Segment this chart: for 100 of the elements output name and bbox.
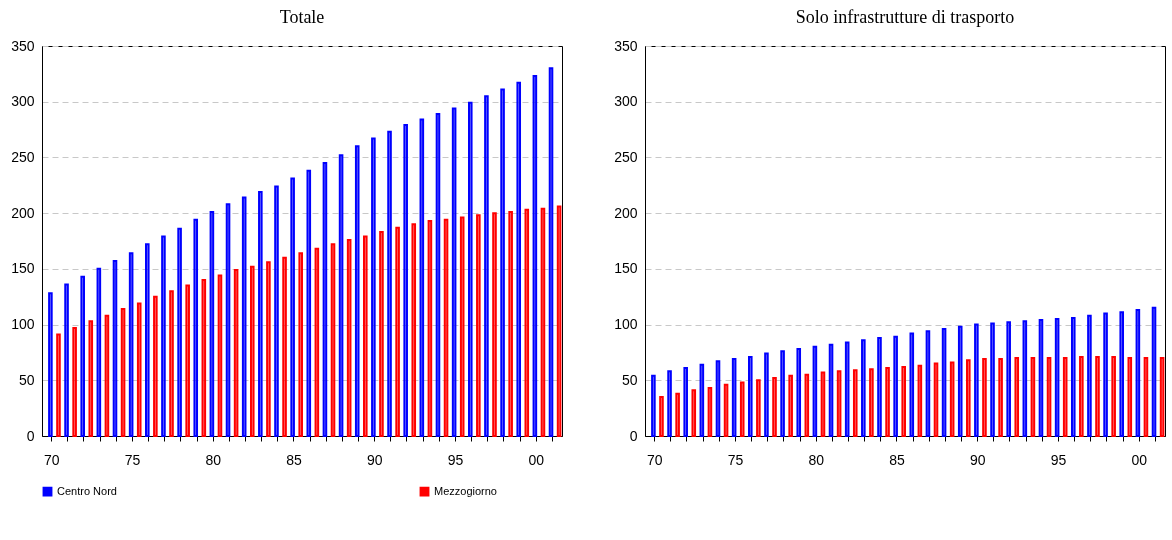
bar [780,350,785,437]
bar [1111,355,1116,437]
bar [500,88,505,437]
bar [957,325,963,437]
y-tick-label: 100 [11,316,35,333]
bar [484,95,489,437]
y-tick-label: 250 [614,148,638,165]
x-tick-label: 75 [727,451,744,468]
bar [185,284,190,437]
x-tick-label: 95 [447,451,464,468]
bar [298,252,303,437]
bar [508,211,513,437]
bar [274,185,279,437]
bar [659,396,664,437]
bar [379,231,384,437]
bar [683,367,688,437]
x-tick-label: 90 [969,451,986,468]
bar [266,261,271,437]
bar [1079,355,1084,437]
bar [1103,312,1108,437]
bar [169,290,174,437]
legend-label: Centro Nord [57,484,117,497]
bar [371,137,376,437]
bar [869,368,874,437]
chart-title: Totale [279,7,325,27]
bar [974,323,979,437]
bar [80,275,85,437]
bar [1006,321,1011,437]
x-tick-label: 70 [43,451,60,468]
bar [788,374,793,437]
bar [177,227,182,437]
bar [48,292,53,437]
bar [877,336,882,437]
bar [153,295,158,437]
bar [675,392,680,437]
y-tick-label: 150 [11,260,35,277]
y-tick-label: 100 [614,316,638,333]
bar [852,369,858,437]
bar [667,370,672,437]
bar [516,81,522,437]
y-tick-label: 300 [11,93,35,110]
bar [161,235,166,437]
bar [395,226,400,437]
chart-title: Solo infrastrutture di trasporto [795,7,1015,27]
bar [411,223,417,437]
x-tick-label: 80 [808,451,825,468]
y-tick-label: 50 [18,371,35,388]
bar [258,190,263,437]
bar [901,365,906,437]
bar [476,214,481,437]
bar [966,359,971,437]
bar [909,332,915,437]
bar [651,374,656,437]
bar [467,101,473,437]
bar [796,348,802,437]
x-tick-label: 90 [366,451,383,468]
bar [691,389,697,437]
y-tick-label: 0 [26,427,35,444]
y-tick-label: 150 [614,260,638,277]
bar [403,124,408,437]
bar [861,339,866,437]
bar [136,302,142,437]
y-tick-label: 250 [11,148,35,165]
y-tick-label: 50 [621,371,638,388]
legend-label: Mezzogiorno [434,484,497,497]
bar [88,320,94,437]
bar [772,377,777,437]
bar [756,379,761,437]
bar [893,335,898,437]
x-tick-label: 95 [1050,451,1067,468]
bar [1014,357,1020,437]
bar [1087,314,1092,437]
bar [1070,316,1076,437]
x-tick-label: 85 [889,451,905,468]
bar [1119,311,1125,437]
bar [982,358,987,437]
bar [363,235,368,437]
bar [64,283,69,437]
bar [990,322,995,437]
x-tick-label: 80 [205,451,222,468]
bar [1095,355,1100,437]
bar [145,243,150,437]
bar [282,256,287,437]
bar [72,326,77,437]
x-tick-label: 85 [286,451,302,468]
bar [748,355,753,437]
y-tick-label: 300 [614,93,638,110]
x-tick-label: 00 [1131,451,1148,468]
bar [249,265,255,437]
bar [739,381,745,437]
bar [193,218,199,437]
x-tick-label: 75 [124,451,141,468]
bar [387,130,392,437]
bar [492,212,497,437]
y-tick-label: 200 [11,204,35,221]
bar [306,169,312,437]
y-tick-label: 200 [614,204,638,221]
x-tick-label: 70 [646,451,663,468]
y-tick-label: 350 [11,37,35,54]
bar [885,367,890,437]
